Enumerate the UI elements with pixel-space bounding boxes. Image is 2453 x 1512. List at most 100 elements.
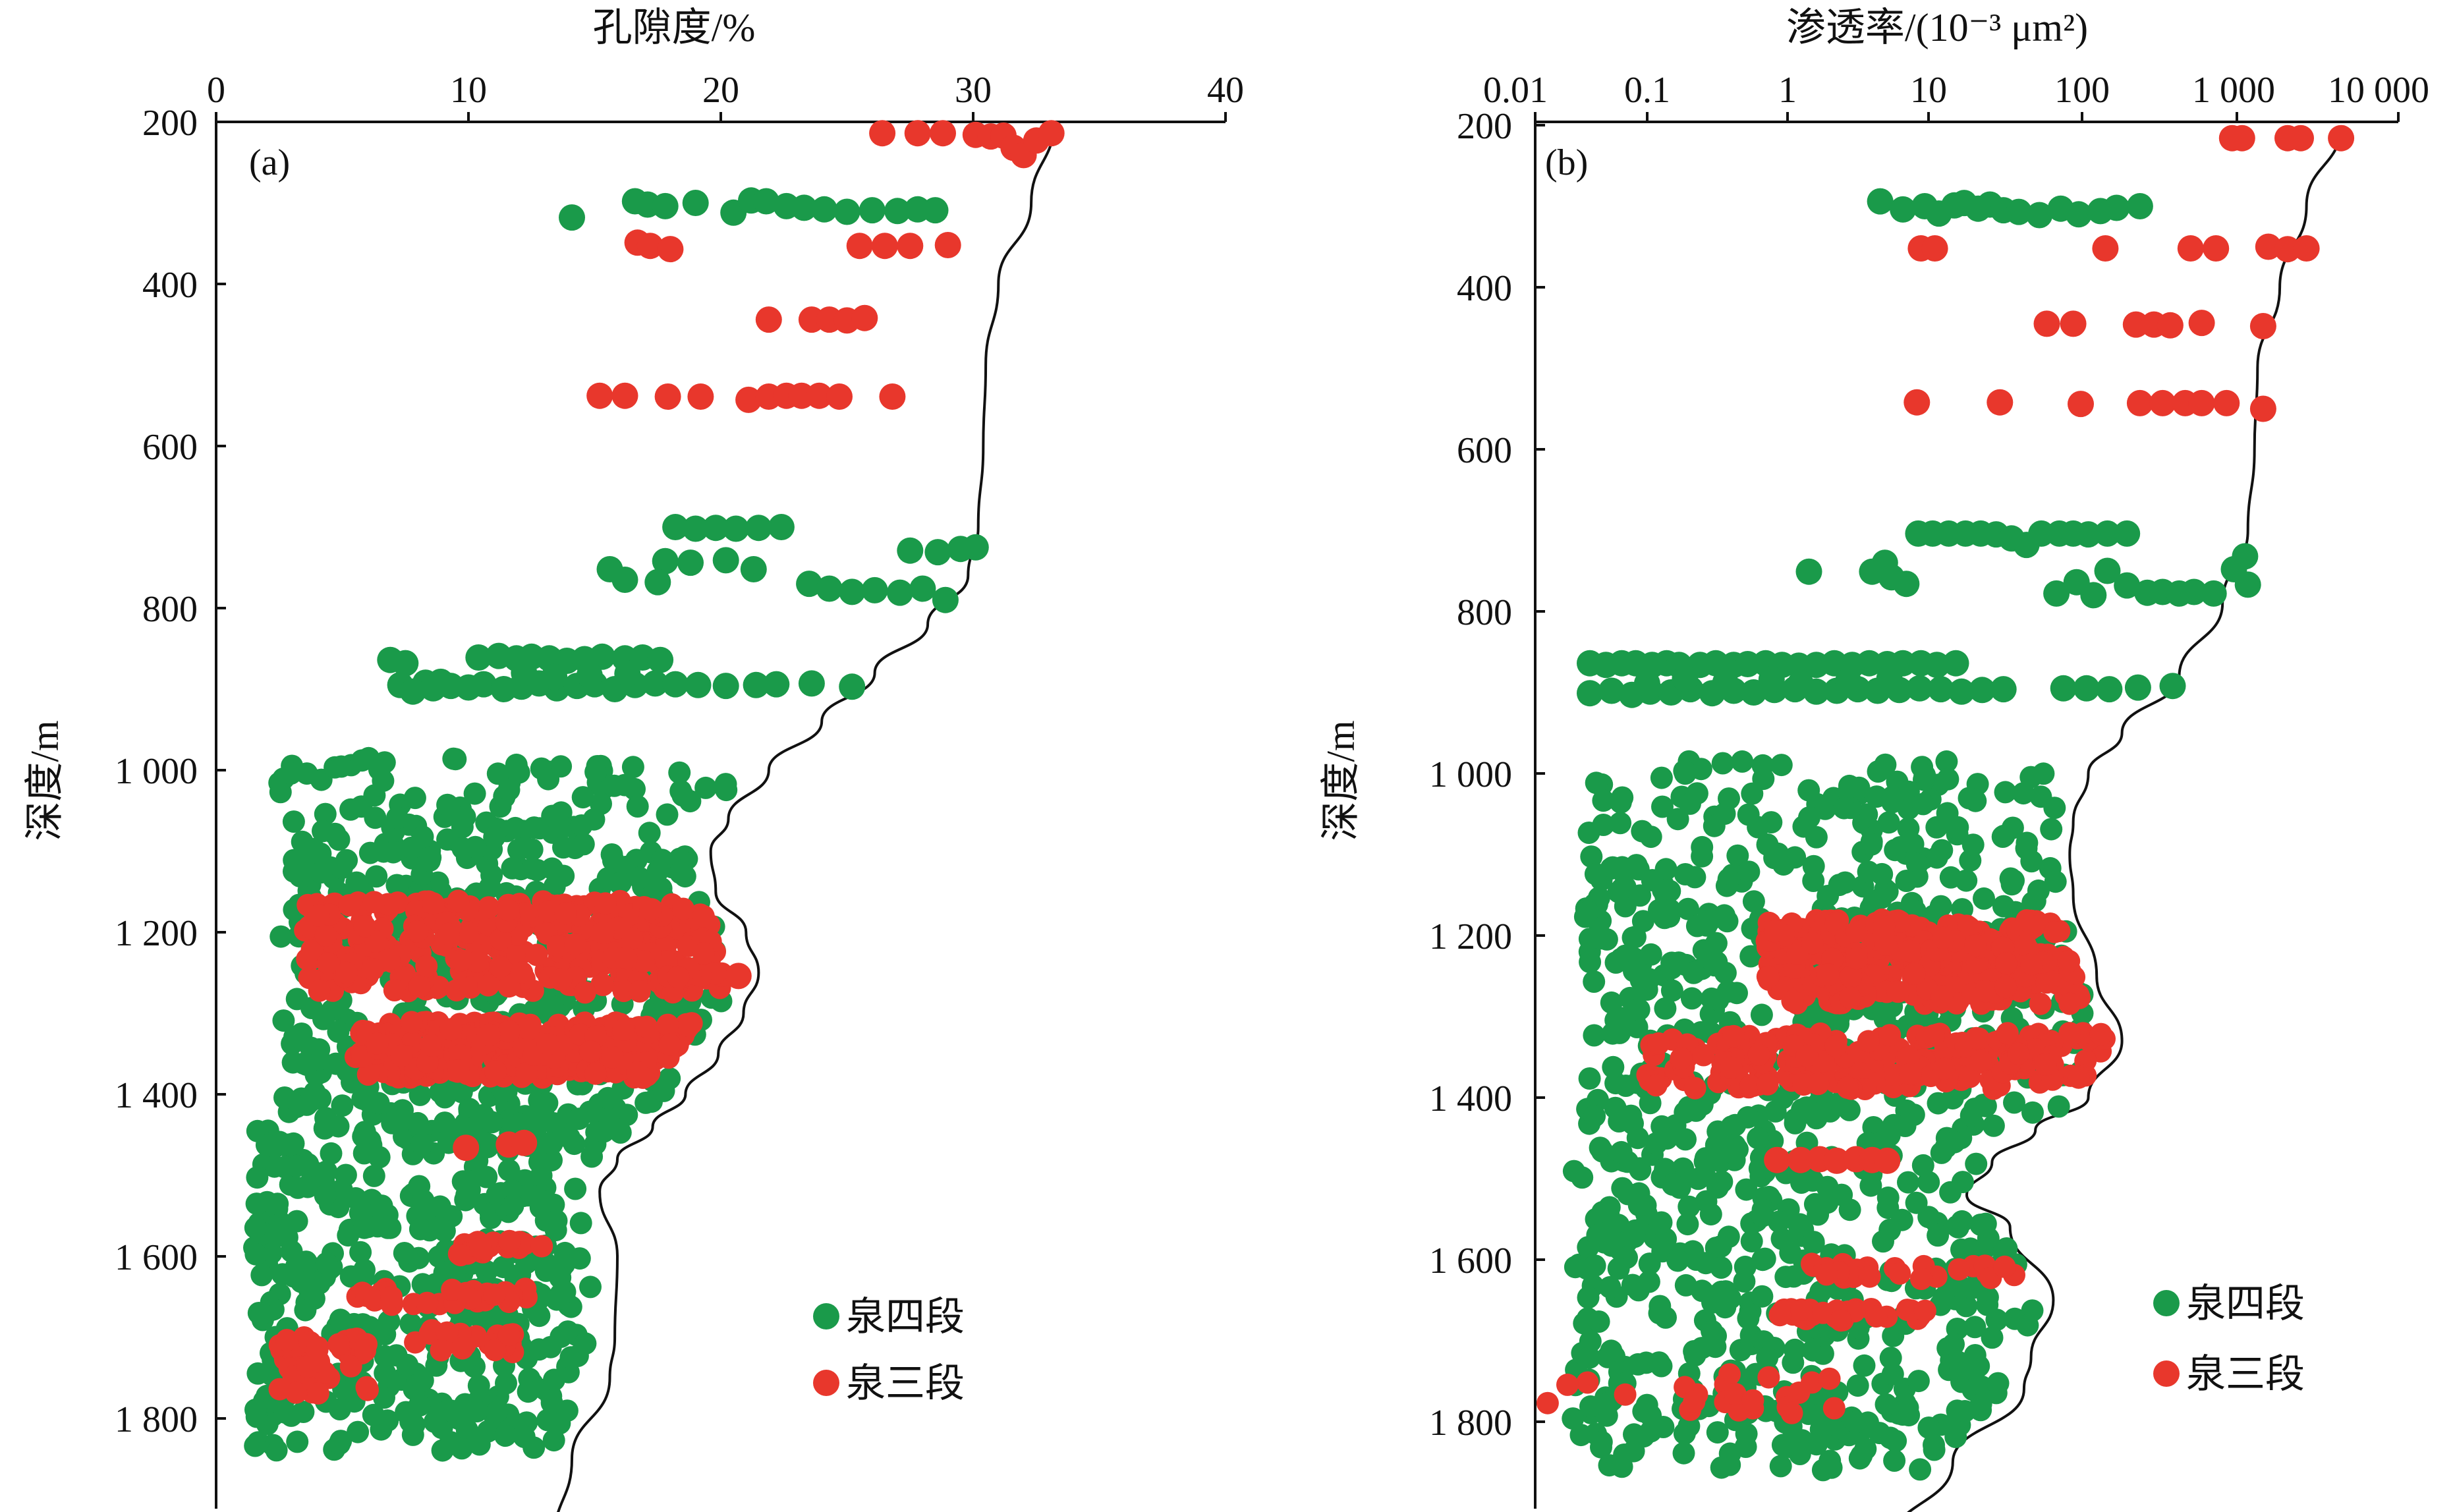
data-point-quan4 (1981, 1326, 2004, 1349)
data-point-quan4 (2003, 1091, 2025, 1114)
data-point-quan4 (816, 575, 843, 602)
data-point-quan3 (536, 1033, 559, 1055)
data-point-quan4 (1850, 1444, 1873, 1467)
data-point-quan3 (447, 889, 470, 912)
data-point-quan4 (1902, 1104, 1925, 1126)
data-point-quan4 (1878, 1218, 1902, 1241)
data-point-quan3 (654, 383, 681, 410)
data-point-quan4 (1797, 779, 1820, 802)
data-point-quan4 (1589, 1136, 1612, 1160)
panel-b-y-tick-label: 1 200 (1429, 916, 1512, 957)
data-point-quan4 (1666, 808, 1689, 831)
data-point-quan3 (554, 902, 577, 925)
panel-a-y-tick-label: 400 (142, 265, 198, 306)
data-point-quan3 (477, 896, 500, 919)
data-point-quan3 (1913, 1299, 1936, 1322)
data-point-quan4 (1770, 754, 1793, 777)
panel-b-y-tick-label: 600 (1457, 430, 1512, 471)
data-point-quan4 (2021, 1101, 2044, 1124)
data-point-quan4 (1860, 833, 1883, 856)
data-point-quan3 (406, 920, 429, 943)
data-point-quan3 (1865, 1305, 1888, 1328)
panel-b-y-tick-label: 1 000 (1429, 754, 1512, 795)
data-point-quan4 (611, 567, 638, 593)
data-point-quan4 (501, 856, 524, 880)
panel-a-x-tick-label: 40 (1207, 70, 1244, 111)
data-point-quan4 (1995, 1237, 2018, 1260)
data-point-quan4 (621, 756, 644, 779)
data-point-quan3 (1975, 980, 1997, 1003)
data-point-quan4 (559, 204, 585, 231)
data-point-quan4 (312, 1007, 335, 1030)
data-point-quan4 (1600, 1339, 1623, 1362)
data-point-quan4 (358, 841, 381, 864)
data-point-quan3 (1840, 965, 1863, 988)
data-point-quan4 (1943, 1131, 1966, 1154)
data-point-quan3 (449, 949, 472, 972)
data-point-quan3 (1670, 1047, 1693, 1070)
data-point-quan3 (422, 892, 445, 915)
panel-a-envelope-curve (557, 121, 1056, 1512)
data-point-quan3 (2029, 992, 2052, 1015)
data-point-quan4 (399, 678, 426, 705)
data-point-quan3 (1873, 915, 1896, 938)
data-point-quan4 (1884, 1430, 1907, 1453)
data-point-quan4 (571, 786, 594, 809)
data-point-quan4 (1973, 1237, 1996, 1260)
data-point-quan3 (1556, 1373, 1579, 1396)
data-point-quan4 (592, 1120, 615, 1143)
data-point-quan3 (871, 233, 898, 260)
data-point-quan4 (1706, 988, 1730, 1011)
data-point-quan3 (1996, 1022, 2019, 1045)
data-point-quan3 (415, 955, 438, 978)
data-point-quan4 (1890, 196, 1917, 223)
data-point-quan3 (1576, 1371, 1599, 1394)
data-point-quan3 (1739, 1075, 1762, 1098)
data-point-quan3 (636, 233, 663, 260)
panel-b-y-tick-label: 200 (1457, 106, 1512, 147)
data-point-quan4 (1627, 1353, 1649, 1376)
data-point-quan4 (245, 1192, 268, 1216)
data-point-quan4 (2124, 674, 2151, 701)
data-point-quan4 (743, 671, 770, 698)
data-point-quan4 (1931, 839, 1954, 862)
data-point-quan3 (306, 1382, 329, 1405)
data-point-quan4 (485, 1401, 508, 1424)
data-point-quan4 (1577, 1286, 1600, 1309)
legend-label-quan3: 泉三段 (2186, 1353, 2305, 1396)
data-point-quan4 (280, 1240, 303, 1263)
data-point-quan4 (395, 1401, 418, 1424)
data-point-quan3 (1824, 911, 1847, 934)
data-point-quan4 (668, 761, 691, 784)
data-point-quan4 (364, 806, 387, 829)
data-point-quan4 (1674, 1128, 1697, 1151)
data-point-quan4 (1597, 1202, 1620, 1225)
data-point-quan3 (1932, 1057, 1956, 1080)
data-point-quan4 (1786, 1434, 1809, 1457)
data-point-quan4 (282, 810, 305, 833)
data-point-quan4 (1704, 1335, 1727, 1358)
data-point-quan4 (2114, 572, 2141, 599)
data-point-quan3 (1838, 986, 1861, 1009)
data-point-quan4 (1583, 1254, 1606, 1277)
data-point-quan4 (1982, 1114, 2005, 1137)
data-point-quan4 (859, 197, 886, 224)
data-point-quan4 (1893, 571, 1920, 598)
data-point-quan4 (246, 1166, 269, 1189)
data-point-quan4 (2200, 580, 2227, 607)
data-point-quan4 (1674, 1274, 1697, 1297)
data-point-quan4 (345, 871, 368, 894)
data-point-quan3 (1899, 1063, 1922, 1086)
data-point-quan4 (1583, 1105, 1606, 1127)
data-point-quan4 (1731, 750, 1754, 773)
data-point-quan3 (439, 1018, 463, 1041)
data-point-quan4 (1693, 1164, 1716, 1187)
data-point-quan3 (546, 934, 569, 957)
data-point-quan4 (539, 1335, 562, 1358)
data-point-quan3 (511, 961, 534, 984)
data-point-quan4 (1905, 1191, 1928, 1214)
data-point-quan4 (1784, 846, 1807, 869)
data-point-quan3 (459, 976, 482, 999)
data-point-quan3 (806, 382, 833, 409)
data-point-quan4 (295, 762, 318, 785)
